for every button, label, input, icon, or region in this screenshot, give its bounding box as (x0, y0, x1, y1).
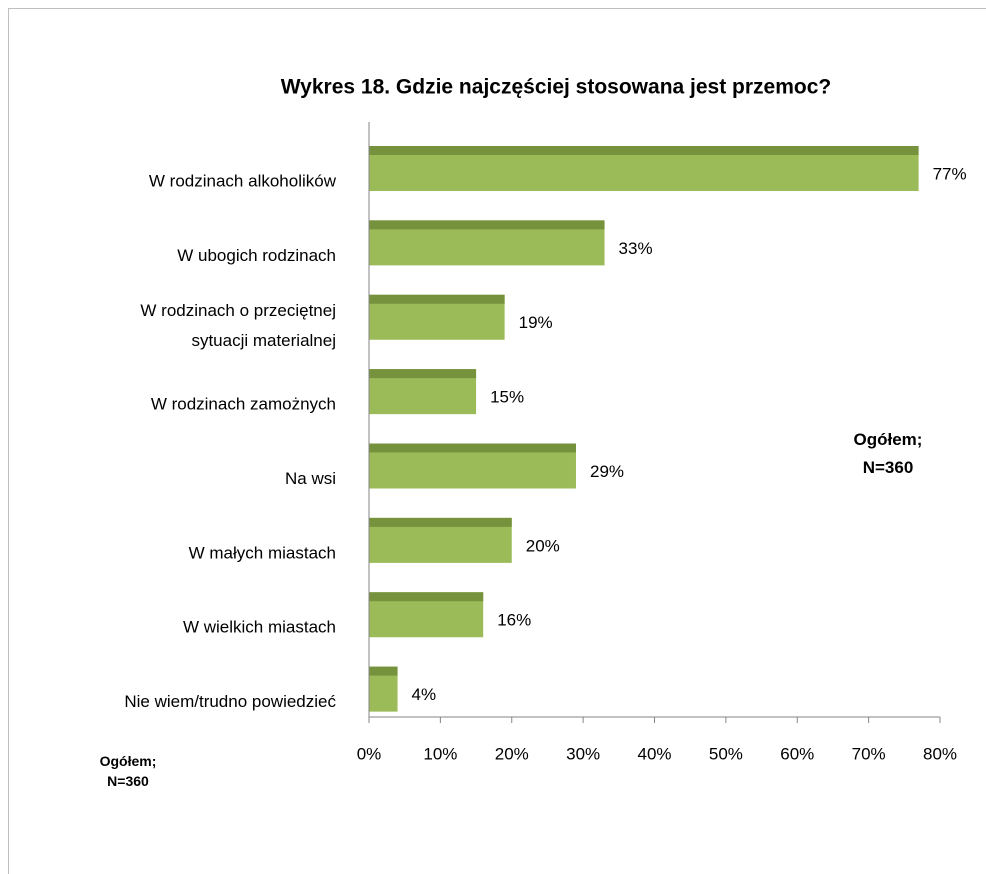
chart-title: Wykres 18. Gdzie najczęściej stosowana j… (281, 76, 832, 99)
x-tick-label: 20% (495, 744, 529, 763)
bar-top (369, 220, 605, 230)
bar-top (369, 294, 505, 304)
y-tick-label: W ubogich rodzinach (177, 246, 336, 265)
data-label: 33% (619, 239, 653, 258)
y-tick-label: Nie wiem/trudno powiedzieć (124, 692, 336, 711)
x-tick-label: 50% (709, 744, 743, 763)
data-label: 19% (519, 313, 553, 332)
x-tick-label: 0% (357, 744, 382, 763)
x-tick-label: 60% (780, 744, 814, 763)
annotation: Ogółem; N=360 (854, 430, 923, 477)
y-tick-label: W rodzinach alkoholików (149, 171, 337, 190)
data-label: 29% (590, 462, 624, 481)
data-label: 16% (497, 611, 531, 630)
data-label: 4% (412, 685, 437, 704)
x-tick-label: 70% (852, 744, 886, 763)
y-tick-label: Na wsi (285, 469, 336, 488)
bar-top (369, 517, 512, 527)
data-label: 20% (526, 536, 560, 555)
bar-top (369, 369, 477, 379)
y-tick-label: W rodzinach o przeciętnej sytuacji materi… (140, 301, 336, 350)
bar-top (369, 443, 576, 453)
bar-top (369, 592, 484, 602)
bar-top (369, 666, 398, 676)
data-label: 15% (490, 388, 524, 407)
x-tick-label: 40% (637, 744, 671, 763)
y-tick-label: W rodzinach zamożnych (151, 395, 336, 414)
x-tick-label: 30% (566, 744, 600, 763)
y-tick-label: W wielkich miastach (183, 618, 336, 637)
annotation: Ogółem; N=360 (100, 753, 157, 789)
y-tick-label: W małych miastach (189, 543, 336, 562)
data-label: 77% (933, 164, 967, 183)
x-tick-label: 80% (923, 744, 957, 763)
x-tick-label: 10% (423, 744, 457, 763)
bar-top (369, 146, 919, 155)
